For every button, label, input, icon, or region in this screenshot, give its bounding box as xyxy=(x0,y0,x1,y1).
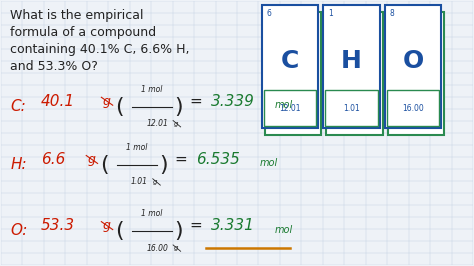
Text: 8: 8 xyxy=(389,9,394,18)
Text: =: = xyxy=(190,218,202,233)
Text: g: g xyxy=(153,179,158,185)
FancyBboxPatch shape xyxy=(323,6,380,128)
Text: g: g xyxy=(87,153,95,166)
Text: C:: C: xyxy=(10,99,26,114)
Text: 3.331: 3.331 xyxy=(211,218,255,233)
Text: 6.6: 6.6 xyxy=(41,152,65,167)
Text: 53.3: 53.3 xyxy=(41,218,75,233)
Text: O: O xyxy=(402,49,424,73)
Text: ): ) xyxy=(174,221,183,241)
FancyBboxPatch shape xyxy=(262,6,318,128)
FancyBboxPatch shape xyxy=(385,6,441,128)
FancyBboxPatch shape xyxy=(325,90,378,126)
Text: (: ( xyxy=(100,155,109,175)
Text: C: C xyxy=(281,49,300,73)
Text: O:: O: xyxy=(10,223,27,238)
FancyBboxPatch shape xyxy=(388,12,444,135)
Text: 1 mol: 1 mol xyxy=(127,143,148,152)
Text: 1 mol: 1 mol xyxy=(141,85,163,94)
Text: 1.01: 1.01 xyxy=(131,177,148,186)
Text: ): ) xyxy=(174,97,183,117)
Text: mol: mol xyxy=(275,100,293,110)
Text: g: g xyxy=(102,95,110,108)
Text: (: ( xyxy=(116,97,124,117)
Text: g: g xyxy=(173,245,178,251)
Text: mol: mol xyxy=(260,159,278,168)
Text: 6.535: 6.535 xyxy=(196,152,240,167)
Text: =: = xyxy=(174,152,187,167)
Text: mol: mol xyxy=(275,225,293,235)
Text: g: g xyxy=(102,219,110,232)
Text: (: ( xyxy=(116,221,124,241)
Text: 1.01: 1.01 xyxy=(343,103,360,113)
Text: =: = xyxy=(190,94,202,109)
FancyBboxPatch shape xyxy=(264,90,317,126)
Text: H: H xyxy=(341,49,362,73)
Text: 12.01: 12.01 xyxy=(279,103,301,113)
Text: 40.1: 40.1 xyxy=(41,94,75,109)
Text: 1: 1 xyxy=(328,9,332,18)
FancyBboxPatch shape xyxy=(265,12,321,135)
Text: ): ) xyxy=(159,155,168,175)
Text: 12.01: 12.01 xyxy=(146,119,168,128)
Text: 3.339: 3.339 xyxy=(211,94,255,109)
FancyBboxPatch shape xyxy=(387,90,439,126)
Text: 16.00: 16.00 xyxy=(146,244,168,253)
FancyBboxPatch shape xyxy=(326,12,383,135)
Text: What is the empirical
formula of a compound
containing 40.1% C, 6.6% H,
and 53.3: What is the empirical formula of a compo… xyxy=(10,9,190,73)
Text: H:: H: xyxy=(10,157,27,172)
Text: 1 mol: 1 mol xyxy=(141,209,163,218)
Text: g: g xyxy=(173,121,178,127)
Text: 16.00: 16.00 xyxy=(402,103,424,113)
Text: 6: 6 xyxy=(266,9,271,18)
